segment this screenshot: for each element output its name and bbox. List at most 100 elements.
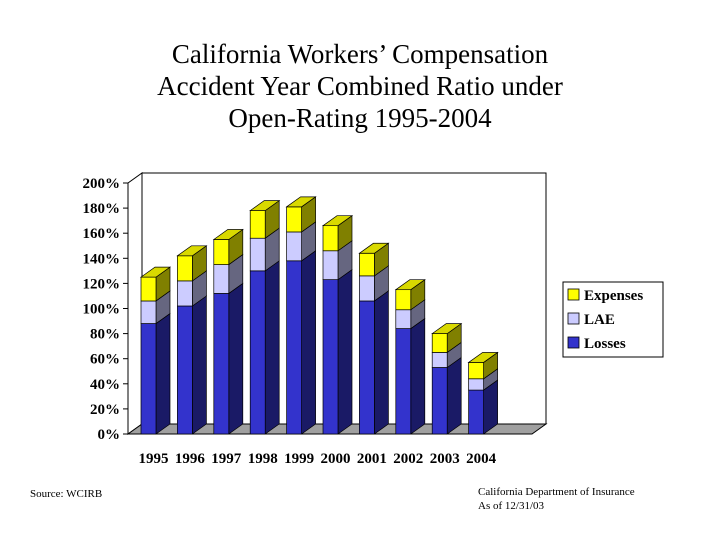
y-tick-label: 200% — [83, 176, 121, 192]
bar-front — [322, 225, 339, 252]
bar-expenses-2003 — [431, 322, 463, 354]
bar-side — [192, 295, 207, 435]
bar-front — [431, 352, 448, 368]
bar-front — [322, 250, 339, 280]
as-of-date: As of 12/31/03 — [478, 500, 544, 512]
y-tick-label: 160% — [83, 226, 121, 242]
plot-side-wall — [127, 172, 143, 435]
legend-label-lae: LAE — [584, 312, 615, 328]
x-tick-label: 1998 — [248, 451, 278, 467]
bar-front — [322, 279, 339, 435]
bar-front — [213, 239, 230, 265]
bar-losses-1999 — [286, 250, 316, 435]
x-tick-label: 2001 — [357, 451, 387, 467]
bar-front — [359, 275, 375, 302]
bar-front — [286, 260, 302, 435]
bar-side — [337, 268, 353, 435]
legend: Expenses LAE Losses — [562, 281, 664, 358]
bar-side — [410, 317, 426, 435]
y-tick-label: 0% — [98, 427, 121, 443]
bar-losses-2001 — [359, 290, 389, 435]
x-tick-label: 2000 — [321, 451, 351, 467]
bar-front — [431, 367, 448, 435]
bar-lae-1997 — [213, 253, 244, 295]
department-note: California Department of Insurance As of… — [478, 485, 635, 513]
bar-front — [468, 389, 484, 435]
bar-losses-2000 — [322, 268, 353, 435]
bar-front — [395, 289, 412, 311]
bar-front — [431, 333, 448, 353]
bar-expenses-2000 — [321, 214, 354, 252]
bar-losses-1998 — [249, 260, 280, 435]
bar-top — [176, 245, 208, 257]
bar-front — [468, 378, 484, 391]
x-tick-label: 2002 — [393, 451, 423, 467]
bar-front — [213, 264, 230, 294]
bar-losses-1997 — [213, 282, 244, 435]
x-tick-label: 1997 — [211, 451, 242, 467]
bar-top — [249, 200, 281, 211]
y-tick-label: 100% — [83, 302, 121, 318]
bar-front — [177, 255, 193, 282]
bar-side — [301, 250, 316, 435]
bar-top — [431, 323, 463, 334]
y-tick-label: 180% — [83, 201, 121, 217]
source-note: Source: WCIRB — [30, 488, 103, 500]
bar-expenses-2001 — [358, 242, 390, 277]
bar-expenses-1999 — [285, 196, 317, 233]
bar-front — [468, 362, 484, 380]
y-tick-label: 20% — [90, 402, 120, 418]
bar-front — [213, 293, 230, 435]
bar-losses-2003 — [431, 356, 462, 435]
legend-box — [562, 281, 664, 358]
chart-title: California Workers’ Compensation Acciden… — [0, 38, 720, 134]
bar-front — [395, 328, 412, 435]
bar-side — [264, 260, 280, 435]
bar-lae-2000 — [322, 240, 353, 281]
title-line-3: Open-Rating 1995-2004 — [228, 103, 492, 133]
bar-front — [359, 300, 375, 435]
legend-swatch-lae — [567, 312, 580, 325]
bar-lae-1998 — [249, 227, 280, 272]
legend-label-expenses: Expenses — [584, 288, 643, 304]
bar-front — [249, 270, 266, 435]
bar-expenses-1998 — [249, 199, 281, 239]
bar-front — [359, 252, 375, 277]
bar-top — [394, 279, 426, 291]
x-tick-label: 1996 — [175, 451, 206, 467]
bar-front — [177, 280, 193, 307]
legend-swatch-expenses — [567, 288, 580, 301]
bar-expenses-2004 — [467, 351, 499, 380]
bar-top — [212, 229, 244, 240]
department-name: California Department of Insurance — [478, 486, 635, 498]
bar-front — [140, 323, 157, 435]
bar-side — [446, 356, 462, 435]
bar-front — [286, 231, 302, 262]
x-tick-label: 1999 — [284, 451, 314, 467]
bar-front — [286, 206, 302, 233]
x-tick-label: 2004 — [466, 451, 497, 467]
bar-expenses-1996 — [176, 245, 208, 282]
bar-top — [285, 196, 317, 208]
bar-front — [395, 309, 412, 329]
legend-label-losses: Losses — [584, 336, 626, 352]
bar-front — [249, 237, 266, 272]
y-tick-label: 120% — [83, 276, 121, 292]
bar-top — [467, 352, 499, 363]
y-tick-label: 80% — [90, 327, 120, 343]
bar-front — [140, 300, 157, 324]
bar-losses-2002 — [395, 317, 426, 435]
y-tick-label: 60% — [90, 352, 120, 368]
bar-side — [228, 282, 244, 435]
y-tick-label: 140% — [83, 251, 121, 267]
bar-top — [139, 266, 172, 278]
bar-front — [249, 210, 266, 239]
title-line-1: California Workers’ Compensation — [171, 39, 549, 69]
bar-top — [358, 242, 390, 254]
bar-expenses-2002 — [394, 278, 426, 311]
x-tick-label: 1995 — [139, 451, 169, 467]
bar-expenses-1995 — [139, 266, 172, 302]
title-line-2: Accident Year Combined Ratio under — [157, 71, 563, 101]
bar-side — [155, 312, 171, 435]
